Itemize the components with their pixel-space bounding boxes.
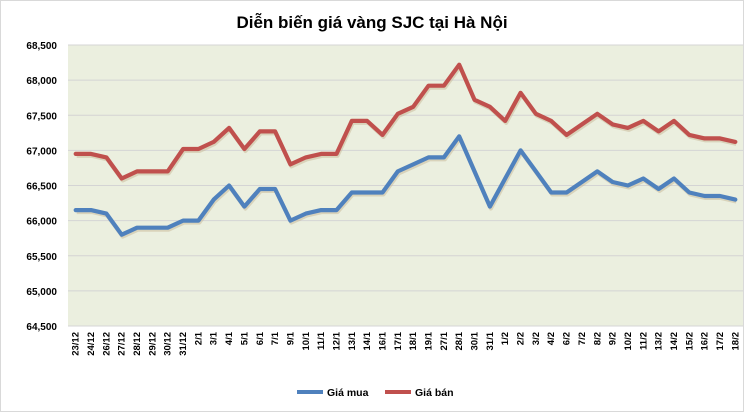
x-tick-label: 2/2 — [516, 332, 527, 345]
x-tick-label: 19/1 — [424, 331, 435, 350]
x-tick-label: 17/1 — [393, 331, 404, 350]
y-tick-label: 66,500 — [26, 182, 57, 193]
x-tick-label: 6/2 — [562, 332, 573, 345]
x-tick-label: 11/1 — [316, 331, 327, 350]
x-tick-label: 29/12 — [147, 332, 158, 356]
x-tick-label: 14/2 — [669, 332, 680, 351]
x-tick-label: 28/1 — [454, 331, 465, 350]
x-tick-label: 12/1 — [331, 331, 342, 350]
legend-label: Giá bán — [415, 387, 454, 399]
y-tick-label: 65,000 — [26, 287, 57, 298]
y-tick-label: 67,500 — [26, 111, 57, 122]
x-tick-label: 26/12 — [101, 332, 112, 356]
x-tick-label: 18/1 — [408, 331, 419, 350]
x-tick-label: 15/2 — [684, 332, 695, 351]
x-tick-label: 31/1 — [485, 331, 496, 350]
x-tick-label: 3/2 — [531, 332, 542, 345]
x-tick-label: 16/2 — [700, 332, 711, 351]
x-tick-label: 7/1 — [270, 331, 281, 345]
y-tick-label: 64,500 — [26, 322, 57, 333]
x-tick-label: 6/1 — [255, 331, 266, 345]
x-tick-label: 7/2 — [577, 332, 588, 345]
y-tick-label: 66,000 — [26, 217, 57, 228]
x-tick-label: 16/1 — [377, 331, 388, 350]
x-tick-label: 10/2 — [623, 332, 634, 351]
y-tick-label: 68,500 — [26, 41, 57, 52]
x-tick-label: 30/1 — [470, 331, 481, 350]
x-tick-label: 8/2 — [592, 332, 603, 345]
x-tick-label: 28/12 — [132, 332, 143, 356]
legend-label: Giá mua — [327, 387, 369, 399]
series-line — [73, 134, 738, 237]
x-tick-label: 24/12 — [86, 332, 97, 356]
x-tick-label: 13/2 — [654, 332, 665, 351]
x-tick-label: 27/1 — [439, 331, 450, 350]
x-tick-label: 5/1 — [239, 331, 250, 345]
x-tick-label: 9/1 — [285, 331, 296, 345]
x-tick-label: 23/12 — [71, 332, 82, 356]
chart-title: Diễn biến giá vàng SJC tại Hà Nội — [236, 13, 507, 32]
x-tick-label: 10/1 — [301, 331, 312, 350]
x-tick-label: 27/12 — [117, 332, 128, 356]
x-tick-label: 4/1 — [224, 331, 235, 345]
series-line — [73, 62, 738, 181]
x-tick-label: 4/2 — [546, 332, 557, 345]
x-tick-label: 13/1 — [347, 331, 358, 350]
x-tick-label: 17/2 — [715, 332, 726, 351]
x-tick-label: 3/1 — [209, 331, 220, 345]
x-tick-label: 11/2 — [638, 332, 649, 350]
x-tick-label: 2/1 — [193, 331, 204, 345]
y-tick-label: 65,500 — [26, 252, 57, 263]
x-tick-label: 31/12 — [178, 332, 189, 356]
x-tick-label: 18/2 — [730, 332, 741, 351]
x-tick-label: 30/12 — [163, 332, 174, 356]
x-tick-label: 1/2 — [500, 332, 511, 345]
x-tick-label: 9/2 — [608, 332, 619, 345]
y-tick-label: 67,000 — [26, 146, 57, 157]
x-tick-label: 14/1 — [362, 331, 373, 350]
y-tick-label: 68,000 — [26, 76, 57, 87]
